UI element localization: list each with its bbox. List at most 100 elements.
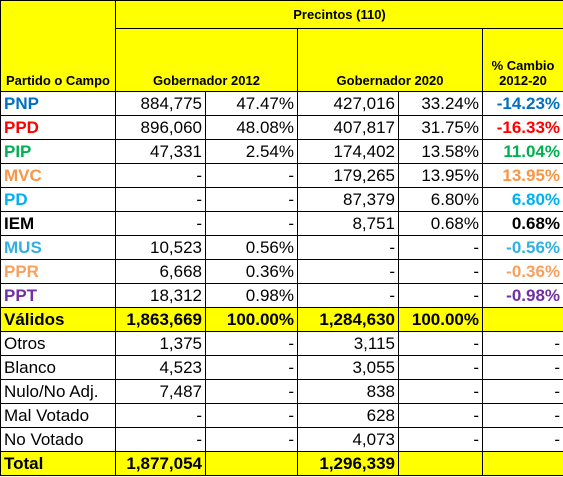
cell: 100.00% <box>205 307 298 332</box>
cell: - <box>205 427 298 452</box>
table-row: Mal Votado - -628- - <box>0 403 563 428</box>
cell: 179,265 <box>297 163 399 188</box>
row-label: PIP <box>0 139 116 164</box>
cell: 1,863,669 <box>115 307 206 332</box>
table-row: No Votado - -4,073- - <box>0 427 563 452</box>
cell: 18,312 <box>115 283 206 308</box>
row-label: PPR <box>0 259 116 284</box>
cell: 4,073 <box>297 427 399 452</box>
cell: - <box>205 187 298 212</box>
table-row: PD - -87,379 6.80% 6.80% <box>0 187 563 212</box>
cell: 3,115 <box>297 331 399 356</box>
table-row: Blanco 4,523-3,055- - <box>0 355 563 380</box>
cell: 6,668 <box>115 259 206 284</box>
row-label: PD <box>0 187 116 212</box>
cell: 427,016 <box>297 91 399 116</box>
row-label: Blanco <box>0 355 116 380</box>
row-label: MVC <box>0 163 116 188</box>
cell: 87,379 <box>297 187 399 212</box>
cell: 896,060 <box>115 115 206 140</box>
table-row: PNP 884,775 47.47% 427,016 33.24% -14.23% <box>0 91 563 116</box>
cell: 884,775 <box>115 91 206 116</box>
cell: - <box>398 259 483 284</box>
cell <box>481 307 563 332</box>
cell: 13.58% <box>398 139 483 164</box>
cell: - <box>205 379 298 404</box>
row-label: PNP <box>0 91 116 116</box>
cell: 13.95% <box>481 163 563 188</box>
cell: 31.75% <box>398 115 483 140</box>
row-label: MUS <box>0 235 116 260</box>
cell: 174,402 <box>297 139 399 164</box>
cell: 0.68% <box>398 211 483 236</box>
cell: 8,751 <box>297 211 399 236</box>
cell: - <box>115 403 206 428</box>
row-label: Otros <box>0 331 116 356</box>
cell: - <box>398 379 483 404</box>
table-row: MUS 10,523 0.56% - - -0.56% <box>0 235 563 260</box>
cell: - <box>115 211 206 236</box>
cell: - <box>297 283 399 308</box>
cell: 4,523 <box>115 355 206 380</box>
table-row: PIP 47,331 2.54% 174,402 13.58% 11.04% <box>0 139 563 164</box>
cell: -14.23% <box>481 91 563 116</box>
row-label: Válidos <box>0 307 116 332</box>
cell: 1,877,054 <box>115 451 206 476</box>
table-row: Nulo/No Adj. 7,487-838- - <box>0 379 563 404</box>
header-party: Partido o Campo <box>0 0 116 92</box>
table-row: PPD 896,060 48.08% 407,817 31.75% -16.33% <box>0 115 563 140</box>
cell: - <box>205 163 298 188</box>
cell: 100.00% <box>398 307 483 332</box>
header-gov-2012: Gobernador 2012 <box>115 28 298 92</box>
cell: - <box>205 331 298 356</box>
cell: - <box>398 403 483 428</box>
row-label: IEM <box>0 211 116 236</box>
table-row: MVC - -179,265 13.95% 13.95% <box>0 163 563 188</box>
cell: - <box>115 427 206 452</box>
cell: 6.80% <box>481 187 563 212</box>
table-row: Válidos 1,863,669 100.00% 1,284,630 100.00% <box>0 307 563 332</box>
cell: - <box>481 427 563 452</box>
cell: - <box>297 259 399 284</box>
cell: 0.98% <box>205 283 298 308</box>
header-top: Precintos (110) <box>114 0 563 29</box>
cell: 10,523 <box>115 235 206 260</box>
cell: 3,055 <box>297 355 399 380</box>
table-row: Total 1,877,054 1,296,339 <box>0 451 563 476</box>
cell: - <box>205 211 298 236</box>
cell: -0.36% <box>481 259 563 284</box>
row-label: PPT <box>0 283 116 308</box>
cell: -16.33% <box>481 115 563 140</box>
cell: 628 <box>297 403 399 428</box>
cell: 838 <box>297 379 399 404</box>
table-row: PPR 6,668 0.36% - - -0.36% <box>0 259 563 284</box>
cell <box>205 451 298 476</box>
cell: - <box>398 331 483 356</box>
cell: - <box>398 283 483 308</box>
cell: 33.24% <box>398 91 483 116</box>
row-label: Total <box>0 451 116 476</box>
header-change: % Cambio 2012-20 <box>481 28 563 92</box>
cell: - <box>205 403 298 428</box>
cell: - <box>481 403 563 428</box>
row-label: No Votado <box>0 427 116 452</box>
row-label: Nulo/No Adj. <box>0 379 116 404</box>
cell: - <box>115 163 206 188</box>
cell <box>398 451 483 476</box>
cell: 0.56% <box>205 235 298 260</box>
table-row: IEM - -8,751 0.68% 0.68% <box>0 211 563 236</box>
cell: 1,296,339 <box>297 451 399 476</box>
cell: 2.54% <box>205 139 298 164</box>
cell <box>481 451 563 476</box>
cell: -0.56% <box>481 235 563 260</box>
cell: 6.80% <box>398 187 483 212</box>
cell: - <box>297 235 399 260</box>
cell: - <box>398 355 483 380</box>
cell: - <box>481 379 563 404</box>
cell: - <box>398 427 483 452</box>
header-gov-2020: Gobernador 2020 <box>297 28 483 92</box>
table-body: PNP 884,775 47.47% 427,016 33.24% -14.23% PPD 8… <box>0 91 563 476</box>
cell: - <box>398 235 483 260</box>
cell: 13.95% <box>398 163 483 188</box>
